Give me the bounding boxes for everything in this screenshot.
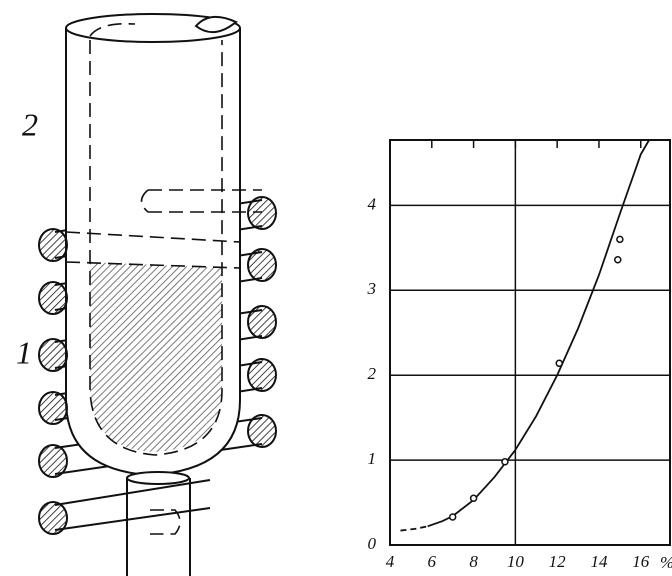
x-tick-label: 14 <box>590 552 608 571</box>
y-tick-label: 1 <box>368 449 377 468</box>
furnace-diagram: 2 1 <box>16 14 276 576</box>
fit-curve <box>428 140 649 526</box>
y-tick-label: 0 <box>368 534 377 553</box>
x-tick-label: 16 <box>632 552 650 571</box>
x-tick-label: 4 <box>386 552 395 571</box>
plot-frame <box>390 140 670 545</box>
fit-curve <box>400 526 427 530</box>
data-point <box>617 236 623 242</box>
data-point <box>615 257 621 263</box>
x-unit-label: % <box>660 553 672 572</box>
data-point <box>556 360 562 366</box>
y-tick-label: 2 <box>368 364 377 383</box>
diagram-label: 1 <box>16 334 32 370</box>
y-tick-label: 3 <box>367 279 377 298</box>
data-point <box>502 459 508 465</box>
x-tick-label: 10 <box>507 552 525 571</box>
diagram-label: 2 <box>22 106 38 142</box>
y-tick-label: 4 <box>368 194 377 213</box>
x-tick-label: 6 <box>428 552 437 571</box>
figure: 2 1 % 0123446810121416 <box>0 0 672 576</box>
x-tick-label: 12 <box>549 552 567 571</box>
data-point <box>450 514 456 520</box>
data-point <box>471 495 477 501</box>
x-tick-label: 8 <box>469 552 478 571</box>
